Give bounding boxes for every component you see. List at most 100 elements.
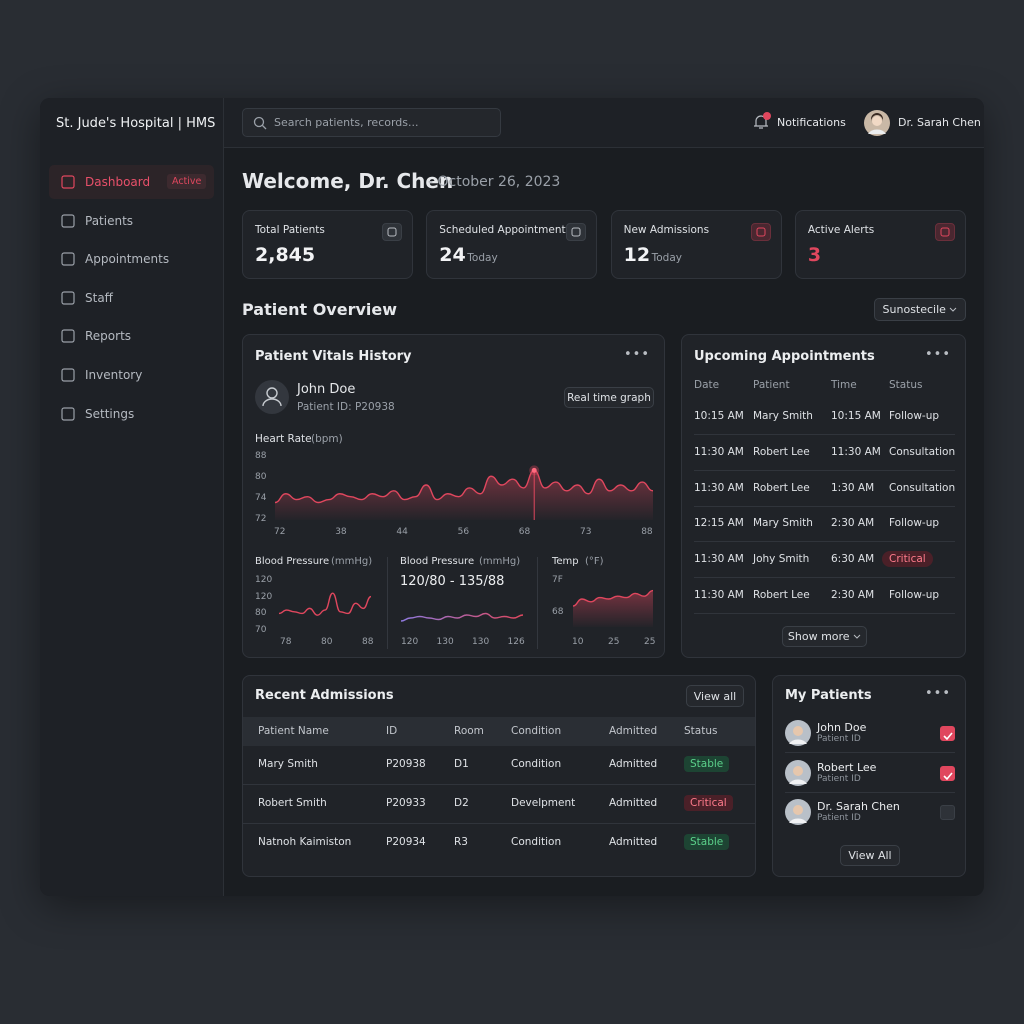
avatar-head xyxy=(793,765,803,776)
y-label: 70 xyxy=(255,624,267,635)
cell: P20934 xyxy=(386,836,426,848)
nav-label: Patients xyxy=(85,213,134,228)
row-divider xyxy=(243,823,755,824)
line xyxy=(274,469,654,504)
menu[interactable]: ••• xyxy=(623,347,650,362)
icon-shape xyxy=(756,227,766,237)
chart xyxy=(278,592,372,616)
notifications[interactable]: Notifications xyxy=(777,116,846,129)
row-divider xyxy=(694,577,955,579)
stat-card: New Admissions 12 Today xyxy=(610,210,782,279)
row-divider xyxy=(785,791,955,793)
dropdown[interactable]: Sunostecile xyxy=(874,298,966,321)
vitals-card: Patient Vitals History ••• John Doe Patie… xyxy=(242,334,665,658)
cell: 1:30 AM xyxy=(831,481,875,494)
cell: 2:30 AM xyxy=(831,517,875,530)
checkbox[interactable] xyxy=(940,765,955,781)
cell: 11:30 AM xyxy=(831,445,881,458)
y-label: 80 xyxy=(255,472,267,482)
icon-shape xyxy=(387,227,397,237)
checkbox[interactable] xyxy=(940,726,955,741)
stat-card: Active Alerts 3 xyxy=(794,210,966,279)
patient-name: John Doe xyxy=(297,382,356,397)
y-label: 80 xyxy=(255,608,267,618)
patient-sub: Patient ID xyxy=(817,734,861,744)
view-all[interactable]: View All xyxy=(840,845,900,866)
cell: 10:15 AM xyxy=(694,410,744,422)
x-label: 126 xyxy=(507,637,525,647)
bell-icon[interactable] xyxy=(752,112,772,132)
x-label: 120 xyxy=(401,637,419,647)
chevron xyxy=(950,307,957,312)
nav-item[interactable]: Dashboard Active xyxy=(49,165,214,199)
avatar xyxy=(785,799,811,825)
x-label: 68 xyxy=(518,527,531,537)
stat-card: Scheduled Appointments 24 Today xyxy=(426,210,598,279)
chart-unit: (mmHg) xyxy=(331,556,373,567)
user-name[interactable]: Dr. Sarah Chen xyxy=(898,116,981,129)
cell: Condition xyxy=(511,836,562,848)
nav-item[interactable]: Reports xyxy=(49,319,214,353)
cell: D2 xyxy=(454,797,469,809)
cell: Consultation xyxy=(889,481,956,494)
section-title: Patient Overview xyxy=(242,300,398,319)
line xyxy=(572,589,654,607)
reading: 120/80 - 135/88 xyxy=(400,574,505,589)
nav-label: Appointments xyxy=(85,252,170,267)
avatar-body xyxy=(789,739,807,744)
cell: Follow-up xyxy=(889,589,940,601)
check-mark xyxy=(943,771,953,780)
search-box[interactable]: Search patients, records... xyxy=(242,108,501,137)
y-label: 7F xyxy=(552,575,563,585)
nav-item[interactable]: Inventory xyxy=(49,358,214,392)
stat-label: Scheduled Appointments xyxy=(439,224,572,236)
stat-value: 3 xyxy=(807,244,822,266)
dropdown-label: Sunostecile xyxy=(882,303,946,316)
x-label: 88 xyxy=(362,637,374,647)
y-label: 88 xyxy=(255,451,267,461)
nav-item[interactable]: Patients xyxy=(49,204,214,238)
nav-item[interactable]: Staff xyxy=(49,281,214,315)
stat-icon xyxy=(382,223,402,241)
x-label: 44 xyxy=(396,527,408,537)
patient-name: John Doe xyxy=(817,721,867,734)
cell: Mary Smith xyxy=(753,517,813,530)
realtime-button[interactable]: Real time graph xyxy=(564,387,654,408)
column-header: Date xyxy=(694,379,720,391)
x-label: 88 xyxy=(641,527,653,537)
column-header: Admitted xyxy=(609,725,658,737)
cell: Robert Lee xyxy=(753,481,810,494)
column-header: Condition xyxy=(511,725,562,737)
patient-name: Dr. Sarah Chen xyxy=(817,800,900,813)
x-label: 130 xyxy=(436,637,454,647)
cell: Admitted xyxy=(609,797,658,809)
check xyxy=(943,732,953,741)
nav-label: Dashboard xyxy=(85,175,151,189)
x-label: 38 xyxy=(335,527,347,537)
menu[interactable]: ••• xyxy=(924,347,951,362)
cell: 6:30 AM xyxy=(831,553,875,566)
stat-label: Total Patients xyxy=(255,224,325,236)
nav-icon-shape xyxy=(61,252,75,266)
stat-value: 2,845 xyxy=(255,244,316,266)
nav-icon xyxy=(61,368,75,382)
show-more[interactable]: Show more xyxy=(782,626,867,647)
chart-unit: (mmHg) xyxy=(479,556,521,567)
user-avatar[interactable] xyxy=(864,110,890,136)
nav-item[interactable]: Appointments xyxy=(49,242,214,276)
nav-icon-shape xyxy=(61,175,75,189)
y-label: 120 xyxy=(255,575,273,585)
cell: Consultation xyxy=(889,445,956,458)
nav-item[interactable]: Settings xyxy=(49,397,214,431)
avatar-head xyxy=(793,805,803,815)
card-title: Recent Admissions xyxy=(255,688,394,703)
y-label: 68 xyxy=(552,607,564,617)
my-patients-card: My Patients ••• View All John Doe Patient … xyxy=(772,675,966,877)
view-all[interactable]: View all xyxy=(686,685,744,707)
checkbox[interactable] xyxy=(940,805,955,820)
menu[interactable]: ••• xyxy=(924,686,951,701)
cell: D1 xyxy=(454,758,469,770)
cell: 11:30 AM xyxy=(694,589,744,601)
stat-icon xyxy=(934,223,955,241)
cell: Follow-up xyxy=(889,410,940,422)
